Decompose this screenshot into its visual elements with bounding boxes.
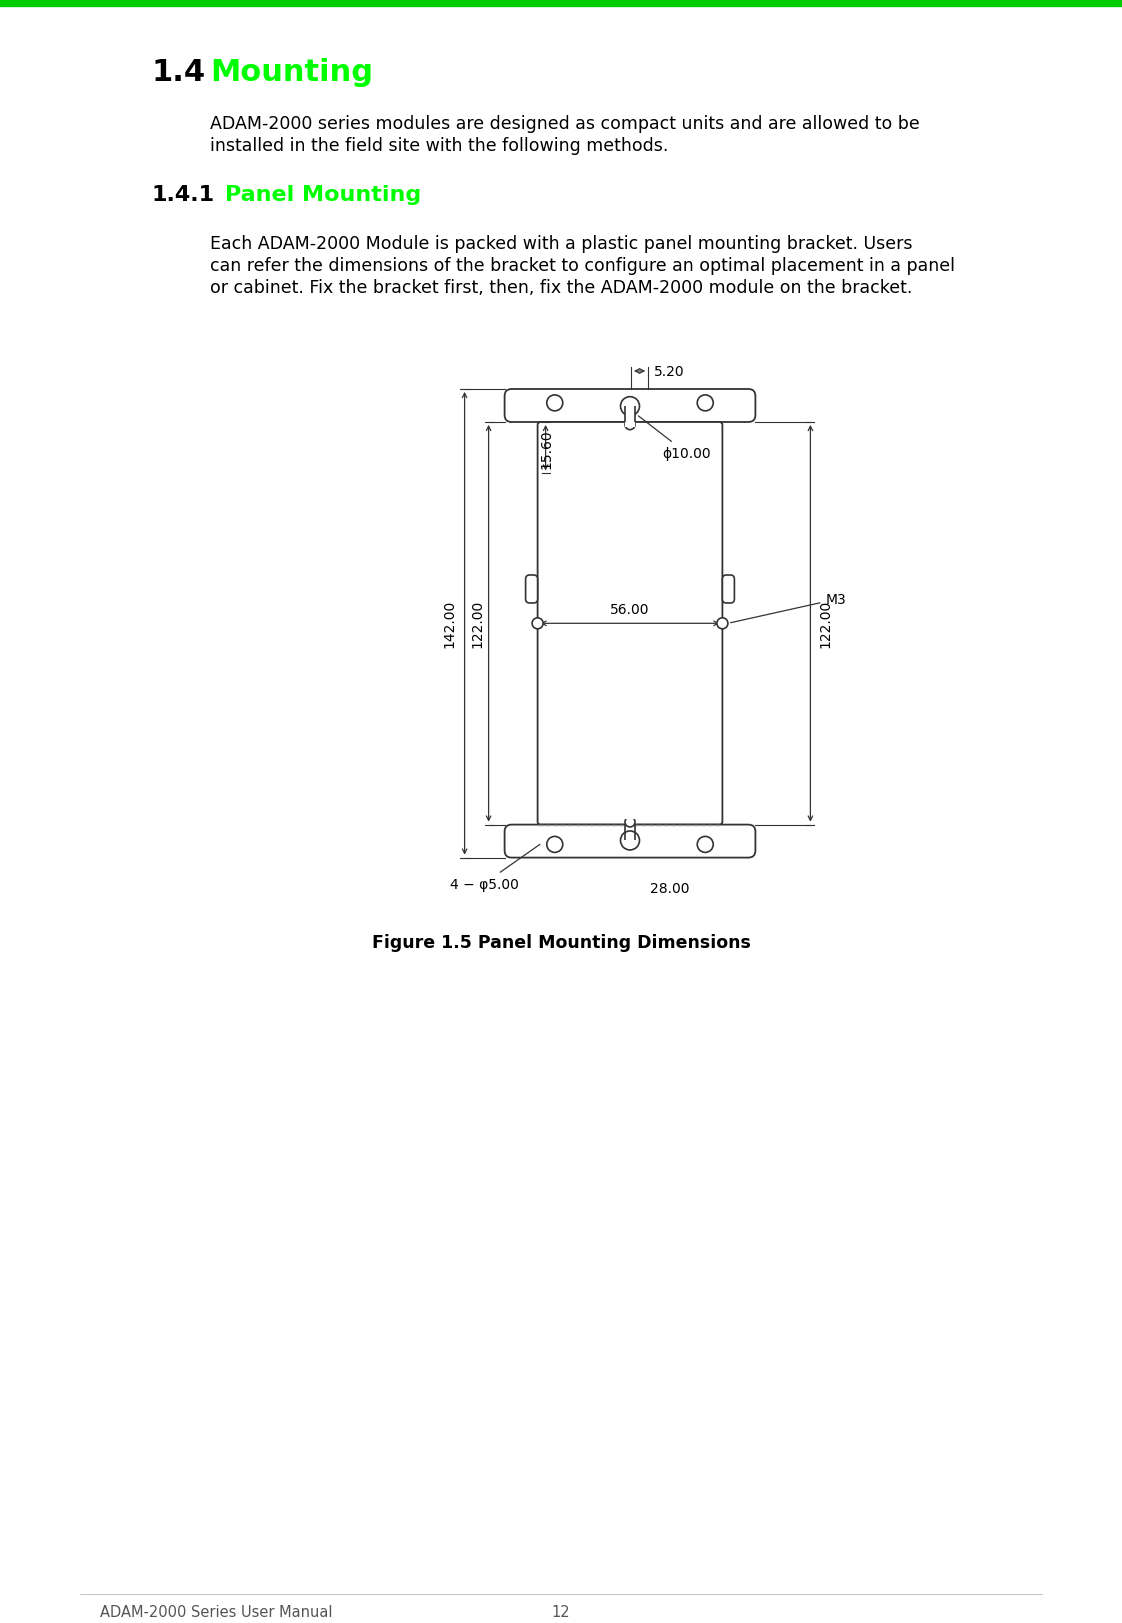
Circle shape bbox=[546, 396, 563, 412]
Circle shape bbox=[625, 420, 635, 430]
Circle shape bbox=[697, 837, 714, 852]
Circle shape bbox=[697, 396, 714, 412]
Text: 28.00: 28.00 bbox=[650, 881, 690, 894]
Circle shape bbox=[620, 831, 640, 850]
Circle shape bbox=[620, 398, 640, 417]
Text: ADAM-2000 series modules are designed as compact units and are allowed to be: ADAM-2000 series modules are designed as… bbox=[210, 115, 920, 133]
Text: installed in the field site with the following methods.: installed in the field site with the fol… bbox=[210, 136, 669, 154]
Text: 15.60: 15.60 bbox=[540, 428, 553, 469]
Text: 122.00: 122.00 bbox=[818, 601, 833, 648]
Text: can refer the dimensions of the bracket to configure an optimal placement in a p: can refer the dimensions of the bracket … bbox=[210, 256, 955, 274]
FancyBboxPatch shape bbox=[723, 576, 735, 604]
Text: 1.4: 1.4 bbox=[151, 58, 206, 88]
Text: ADAM-2000 Series User Manual: ADAM-2000 Series User Manual bbox=[100, 1604, 332, 1620]
FancyBboxPatch shape bbox=[505, 824, 755, 859]
Text: Mounting: Mounting bbox=[210, 58, 373, 88]
Text: 1.4.1: 1.4.1 bbox=[151, 185, 215, 204]
Text: Figure 1.5 Panel Mounting Dimensions: Figure 1.5 Panel Mounting Dimensions bbox=[371, 933, 751, 951]
Bar bbox=[625, 412, 635, 428]
FancyBboxPatch shape bbox=[537, 422, 723, 824]
Circle shape bbox=[546, 837, 563, 852]
Text: 4 − φ5.00: 4 − φ5.00 bbox=[450, 846, 540, 891]
Circle shape bbox=[625, 818, 635, 828]
Text: Panel Mounting: Panel Mounting bbox=[226, 185, 421, 204]
Text: ϕ10.00: ϕ10.00 bbox=[638, 417, 710, 461]
Text: 122.00: 122.00 bbox=[470, 601, 485, 648]
Circle shape bbox=[717, 618, 728, 630]
Text: 12: 12 bbox=[552, 1604, 570, 1620]
Text: 142.00: 142.00 bbox=[442, 601, 457, 648]
Text: Each ADAM-2000 Module is packed with a plastic panel mounting bracket. Users: Each ADAM-2000 Module is packed with a p… bbox=[210, 235, 912, 253]
FancyBboxPatch shape bbox=[505, 390, 755, 422]
Circle shape bbox=[532, 618, 543, 630]
Text: 56.00: 56.00 bbox=[610, 602, 650, 617]
Text: or cabinet. Fix the bracket first, then, fix the ADAM-2000 module on the bracket: or cabinet. Fix the bracket first, then,… bbox=[210, 279, 912, 297]
FancyBboxPatch shape bbox=[525, 576, 537, 604]
Bar bbox=[0, 0, 1122, 6]
Text: M3: M3 bbox=[730, 592, 846, 623]
Text: 5.20: 5.20 bbox=[654, 365, 684, 378]
Bar bbox=[625, 803, 635, 820]
